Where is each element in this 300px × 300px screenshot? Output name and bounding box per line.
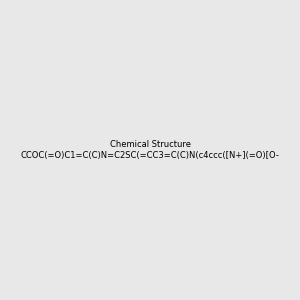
Text: Chemical Structure
CCOC(=O)C1=C(C)N=C2SC(=CC3=C(C)N(c4ccc([N+](=O)[O-: Chemical Structure CCOC(=O)C1=C(C)N=C2SC… bbox=[21, 140, 279, 160]
